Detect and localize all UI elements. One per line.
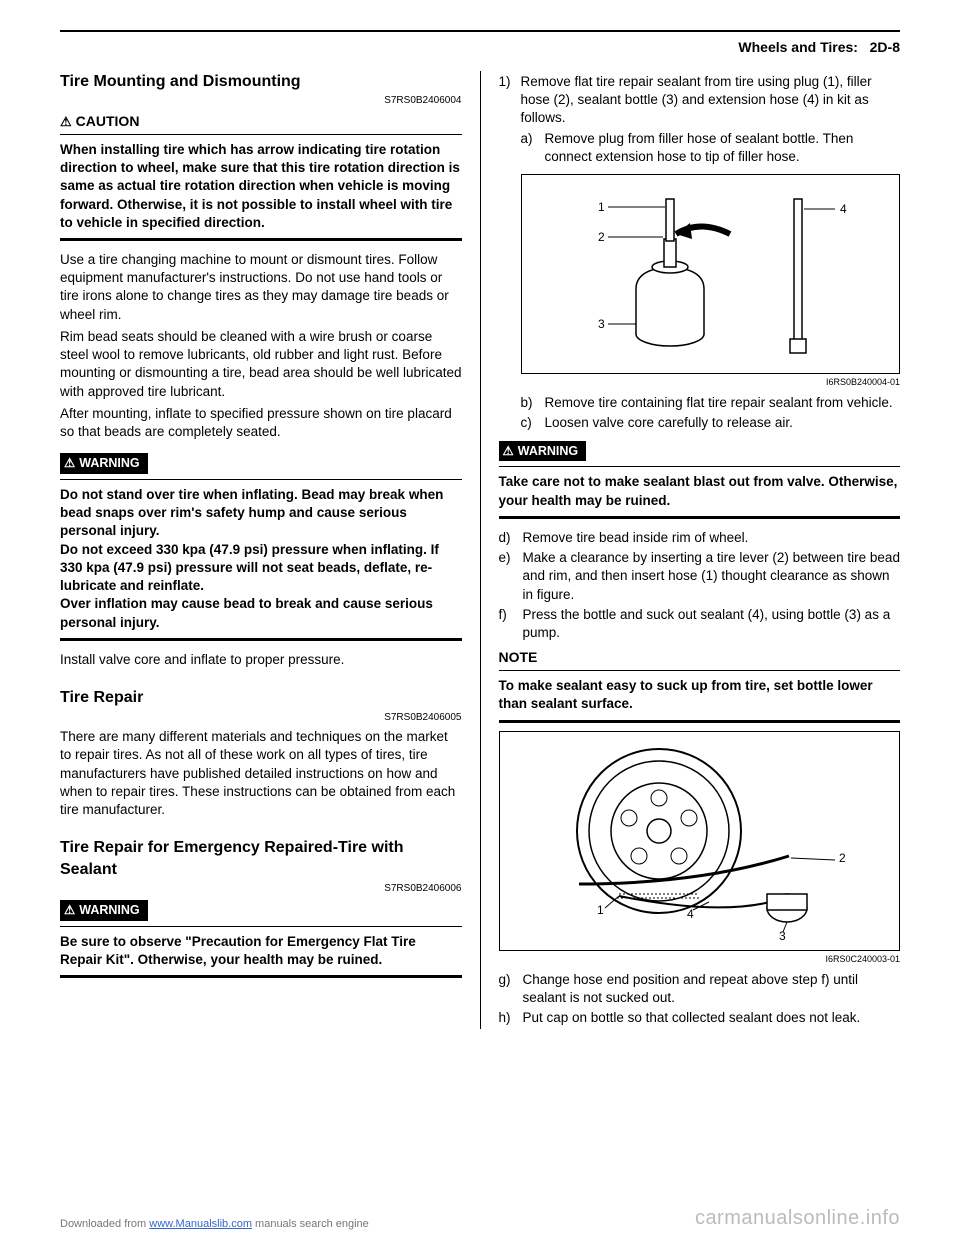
note-label: NOTE	[499, 648, 901, 667]
footer-left-post: manuals search engine	[252, 1218, 369, 1230]
s2-title: Tire Repair	[60, 687, 462, 709]
warning-body-3: Take care not to make sealant blast out …	[499, 470, 901, 512]
step-f-marker: f)	[499, 606, 523, 642]
left-column: Tire Mounting and Dismounting S7RS0B2406…	[60, 71, 481, 1029]
step-c: c) Loosen valve core carefully to releas…	[521, 414, 901, 432]
step-e-marker: e)	[499, 549, 523, 604]
caution-rule-bottom	[60, 238, 462, 241]
step-e-text: Make a clearance by inserting a tire lev…	[523, 549, 901, 604]
warning2-rule-bottom	[60, 975, 462, 978]
step-d-text: Remove tire bead inside rim of wheel.	[523, 529, 749, 547]
s1-p2: Rim bead seats should be cleaned with a …	[60, 328, 462, 401]
caution-body: When installing tire which has arrow ind…	[60, 138, 462, 235]
caution-box: CAUTION When installing tire which has a…	[60, 112, 462, 241]
figure-2-id: I6RS0C240003-01	[499, 953, 901, 965]
step-h: h) Put cap on bottle so that collected s…	[499, 1009, 901, 1027]
step-d: d) Remove tire bead inside rim of wheel.	[499, 529, 901, 547]
footer-left: Downloaded from www.Manualslib.com manua…	[60, 1217, 369, 1232]
step-1-text: Remove flat tire repair sealant from tir…	[521, 73, 901, 128]
right-column: 1) Remove flat tire repair sealant from …	[481, 71, 901, 1029]
step-b-text: Remove tire containing flat tire repair …	[545, 394, 893, 412]
s2-doc-id: S7RS0B2406005	[60, 711, 462, 725]
header-section: Wheels and Tires:	[738, 39, 858, 55]
step-h-text: Put cap on bottle so that collected seal…	[523, 1009, 861, 1027]
step-g-marker: g)	[499, 971, 523, 1007]
figure-1-svg: 1 2 3 4	[550, 179, 870, 369]
header-rule	[60, 30, 900, 32]
warning-box-1: WARNING Do not stand over tire when infl…	[60, 453, 462, 641]
warning-body-2: Be sure to observe "Precaution for Emerg…	[60, 930, 462, 972]
svg-text:4: 4	[687, 907, 694, 921]
step-1: 1) Remove flat tire repair sealant from …	[499, 73, 901, 128]
caution-rule-top	[60, 134, 462, 135]
step-a-text: Remove plug from filler hose of sealant …	[545, 130, 901, 166]
s1-doc-id: S7RS0B2406004	[60, 94, 462, 108]
step-b: b) Remove tire containing flat tire repa…	[521, 394, 901, 412]
step-g-text: Change hose end position and repeat abov…	[523, 971, 901, 1007]
svg-text:2: 2	[839, 851, 846, 865]
warning-box-3: WARNING Take care not to make sealant bl…	[499, 441, 901, 519]
svg-text:3: 3	[779, 929, 786, 943]
svg-text:1: 1	[597, 903, 604, 917]
step-c-marker: c)	[521, 414, 545, 432]
warning1-rule-top	[60, 479, 462, 480]
step-d-marker: d)	[499, 529, 523, 547]
warning-label-1: WARNING	[60, 453, 148, 474]
s1-p3: After mounting, inflate to specified pre…	[60, 405, 462, 441]
step-f-text: Press the bottle and suck out sealant (4…	[523, 606, 901, 642]
footer-right: carmanualsonline.info	[695, 1205, 900, 1232]
warning1-rule-bottom	[60, 638, 462, 641]
s3-doc-id: S7RS0B2406006	[60, 882, 462, 896]
step-1-marker: 1)	[499, 73, 521, 128]
s3-title: Tire Repair for Emergency Repaired-Tire …	[60, 837, 462, 880]
note-body: To make sealant easy to suck up from tir…	[499, 674, 901, 716]
s1-p4: Install valve core and inflate to proper…	[60, 651, 462, 669]
warning2-rule-top	[60, 926, 462, 927]
step-a: a) Remove plug from filler hose of seala…	[521, 130, 901, 166]
step-h-marker: h)	[499, 1009, 523, 1027]
warning-label-2: WARNING	[60, 900, 148, 921]
figure-2-svg: 1 4 3 2	[519, 736, 879, 946]
note-rule-top	[499, 670, 901, 671]
caution-label: CAUTION	[60, 112, 462, 131]
svg-text:4: 4	[840, 202, 847, 216]
page-header: Wheels and Tires: 2D-8	[60, 38, 900, 57]
step-c-text: Loosen valve core carefully to release a…	[545, 414, 793, 432]
figure-2: 1 4 3 2	[499, 731, 901, 951]
figure-1-id: I6RS0B240004-01	[521, 376, 901, 388]
figure-1: 1 2 3 4	[521, 174, 901, 374]
s2-p1: There are many different materials and t…	[60, 728, 462, 819]
svg-text:3: 3	[598, 317, 605, 331]
footer-left-pre: Downloaded from	[60, 1218, 149, 1230]
warning3-rule-bottom	[499, 516, 901, 519]
step-f: f) Press the bottle and suck out sealant…	[499, 606, 901, 642]
s1-p1: Use a tire changing machine to mount or …	[60, 251, 462, 324]
step-b-marker: b)	[521, 394, 545, 412]
step-g: g) Change hose end position and repeat a…	[499, 971, 901, 1007]
page-footer: Downloaded from www.Manualslib.com manua…	[60, 1205, 900, 1232]
step-e: e) Make a clearance by inserting a tire …	[499, 549, 901, 604]
note-rule-bottom	[499, 720, 901, 723]
content-columns: Tire Mounting and Dismounting S7RS0B2406…	[60, 71, 900, 1029]
warning-label-3: WARNING	[499, 441, 587, 462]
svg-text:1: 1	[598, 200, 605, 214]
svg-text:2: 2	[598, 230, 605, 244]
s1-title: Tire Mounting and Dismounting	[60, 71, 462, 93]
warning-box-2: WARNING Be sure to observe "Precaution f…	[60, 900, 462, 978]
footer-link[interactable]: www.Manualslib.com	[149, 1218, 252, 1230]
step-a-marker: a)	[521, 130, 545, 166]
warning3-rule-top	[499, 466, 901, 467]
warning-body-1: Do not stand over tire when inflating. B…	[60, 483, 462, 635]
header-page: 2D-8	[870, 39, 900, 55]
